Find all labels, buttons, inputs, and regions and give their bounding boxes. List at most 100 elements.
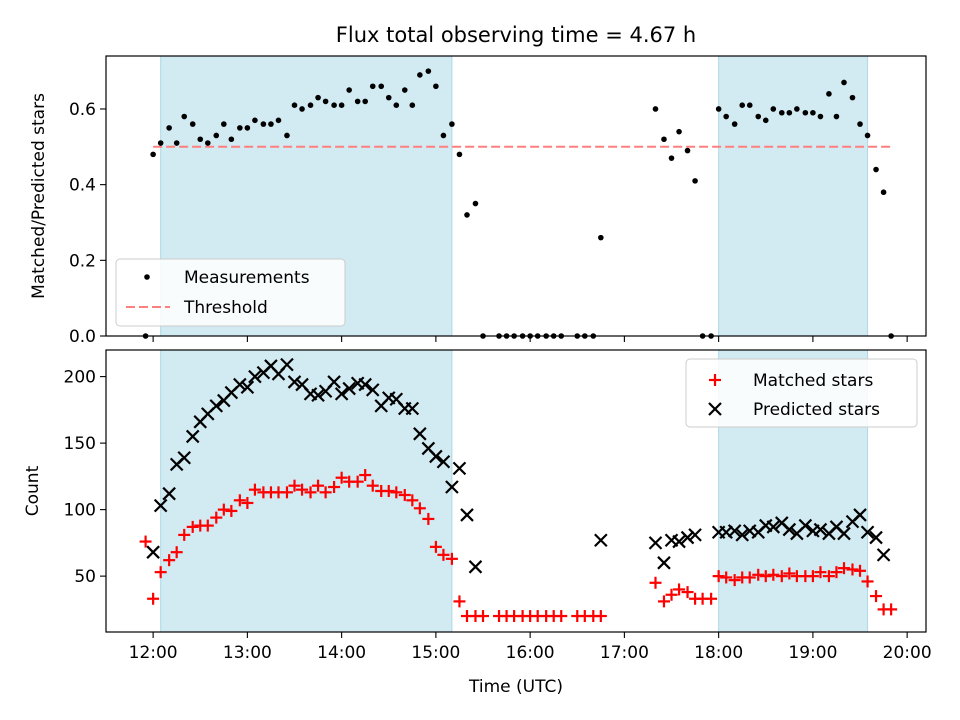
x-tick-label-5: 17:00 bbox=[600, 643, 649, 663]
predicted-star-point bbox=[853, 508, 867, 522]
matched-star-point bbox=[328, 481, 341, 494]
measurement-point bbox=[598, 234, 604, 241]
matched-star-point bbox=[429, 540, 442, 553]
measurement-point bbox=[746, 102, 753, 108]
matched-star-point bbox=[720, 571, 733, 584]
measurement-point bbox=[676, 128, 682, 135]
predicted-star-point bbox=[334, 387, 349, 401]
measurement-point bbox=[369, 83, 376, 90]
measurement-point bbox=[440, 132, 447, 139]
matched-star-point bbox=[838, 562, 850, 575]
measurement-point bbox=[409, 102, 416, 108]
ratio-shaded-span-1 bbox=[718, 55, 869, 337]
x-tick-label-2: 14:00 bbox=[317, 643, 366, 663]
matched-star-point bbox=[154, 566, 167, 579]
measurement-point bbox=[157, 140, 164, 146]
measurement-point bbox=[723, 113, 729, 120]
matched-star-point bbox=[312, 479, 325, 492]
measurement-point bbox=[456, 151, 463, 158]
predicted-star-point bbox=[460, 508, 474, 522]
matched-star-point bbox=[854, 564, 867, 577]
matched-star-point bbox=[288, 479, 301, 492]
predicted-star-point bbox=[327, 375, 341, 389]
measurement-point bbox=[778, 109, 785, 116]
measurement-point bbox=[166, 125, 172, 131]
ratio-y-axis-label: Matched/Predicted stars bbox=[29, 93, 49, 299]
predicted-star-point bbox=[405, 401, 420, 416]
matched-star-point bbox=[665, 588, 678, 601]
matched-star-point bbox=[248, 483, 261, 496]
ratio-panel: 0.0 0.2 0.4 0.6 Matched/Predicted stars Mea… bbox=[29, 55, 927, 347]
measurement-point bbox=[284, 132, 290, 139]
measurement-point bbox=[661, 136, 667, 143]
matched-star-point bbox=[335, 471, 348, 484]
predicted-star-point bbox=[680, 530, 695, 545]
matched-star-point bbox=[477, 610, 490, 623]
legend-measurements-label: Measurements bbox=[184, 268, 310, 288]
matched-star-point bbox=[422, 512, 435, 525]
legend-predicted-marker bbox=[708, 402, 722, 416]
measurement-point bbox=[150, 151, 156, 158]
predicted-star-point bbox=[248, 369, 262, 384]
predicted-star-point bbox=[688, 528, 702, 542]
predicted-star-point bbox=[146, 545, 160, 559]
measurement-point bbox=[464, 212, 470, 218]
predicted-star-point bbox=[798, 518, 813, 533]
predicted-star-point bbox=[860, 525, 875, 540]
predicted-star-point bbox=[280, 357, 294, 372]
matched-star-point bbox=[743, 571, 756, 584]
predicted-star-point bbox=[358, 377, 372, 392]
measurement-point bbox=[433, 83, 439, 90]
ratio-y-tick-label-0: 0.0 bbox=[69, 327, 96, 347]
matched-star-point bbox=[413, 502, 426, 515]
measurement-point bbox=[873, 166, 879, 173]
predicted-star-point bbox=[876, 548, 891, 562]
matched-star-point bbox=[705, 592, 718, 605]
matched-star-point bbox=[178, 528, 191, 541]
predicted-star-point bbox=[240, 380, 255, 395]
measurement-point bbox=[684, 147, 691, 154]
matched-star-point bbox=[163, 554, 176, 567]
matched-star-point bbox=[767, 568, 780, 581]
predicted-star-point bbox=[657, 556, 671, 570]
predicted-star-point bbox=[233, 377, 247, 392]
matched-star-point bbox=[555, 610, 568, 623]
measurement-point bbox=[802, 109, 809, 116]
matched-star-point bbox=[649, 576, 662, 589]
matched-star-point bbox=[814, 566, 827, 579]
matched-star-point bbox=[210, 511, 223, 524]
count-panel-frame bbox=[105, 349, 927, 633]
predicted-star-point bbox=[445, 480, 459, 494]
measurement-point bbox=[880, 189, 887, 196]
legend-matched-marker bbox=[709, 374, 721, 386]
predicted-star-point bbox=[436, 454, 451, 469]
legend-threshold-label: Threshold bbox=[183, 298, 268, 318]
matched-star-point bbox=[673, 583, 686, 596]
measurement-point bbox=[425, 68, 432, 74]
count-y-axis-label: Count bbox=[23, 465, 43, 516]
matched-star-point bbox=[296, 483, 309, 496]
measurement-point bbox=[833, 113, 840, 120]
measurement-point bbox=[354, 98, 361, 105]
matched-star-point bbox=[594, 610, 607, 623]
matched-star-point bbox=[657, 595, 670, 608]
predicted-star-point bbox=[177, 450, 192, 465]
matched-star-point bbox=[885, 603, 898, 616]
x-tick-label-7: 19:00 bbox=[788, 643, 837, 663]
matched-star-point bbox=[233, 494, 246, 507]
measurement-point bbox=[181, 113, 188, 120]
predicted-star-point bbox=[365, 383, 380, 397]
x-tick-label-0: 12:00 bbox=[129, 643, 178, 663]
matched-star-point bbox=[752, 568, 765, 581]
predicted-star-point bbox=[468, 560, 483, 574]
measurement-point bbox=[299, 106, 305, 112]
x-tick-label-3: 15:00 bbox=[411, 643, 460, 663]
measurement-point bbox=[857, 121, 863, 127]
count-y-tick-label-1: 100 bbox=[64, 501, 96, 521]
measurement-point bbox=[401, 87, 408, 93]
count-legend-box bbox=[685, 358, 918, 428]
predicted-star-point bbox=[735, 528, 749, 542]
measurement-point bbox=[275, 117, 282, 124]
measurement-point bbox=[378, 83, 385, 90]
